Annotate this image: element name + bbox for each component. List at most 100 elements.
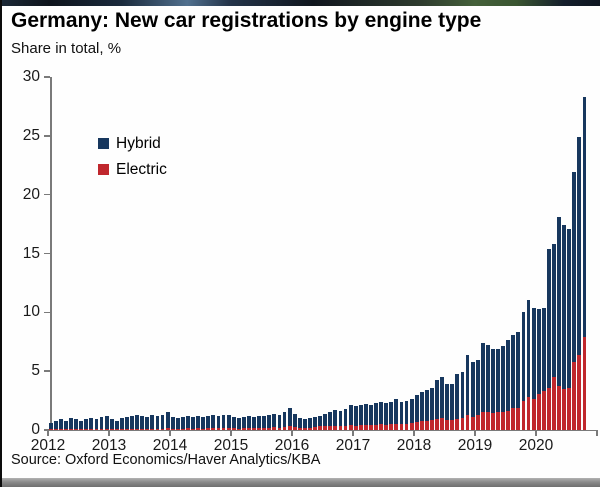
bar-electric-segment	[247, 427, 251, 430]
bar-electric-segment	[333, 425, 338, 430]
bar-hybrid-segment	[186, 415, 190, 429]
bar-hybrid-segment	[211, 414, 216, 429]
bar-hybrid-segment	[409, 399, 414, 423]
x-tick-label: 2019	[457, 437, 493, 454]
bar-electric-segment	[84, 429, 89, 430]
bar-hybrid-segment	[323, 413, 328, 427]
bar-hybrid-segment	[501, 346, 506, 412]
bar-hybrid-segment	[567, 228, 572, 388]
bar-hybrid-segment	[491, 348, 495, 413]
bar-electric-segment	[196, 428, 201, 430]
legend-label: Electric	[116, 160, 167, 178]
bar-electric-segment	[236, 428, 241, 430]
y-tick-label: 5	[31, 362, 40, 380]
bar-hybrid-segment	[201, 417, 206, 429]
bar-electric-segment	[216, 428, 221, 430]
bar-hybrid-segment	[455, 373, 460, 419]
bar-hybrid-segment	[104, 415, 109, 430]
bar-hybrid-segment	[160, 414, 165, 429]
y-tick-label: 30	[22, 68, 40, 85]
bar-electric-segment	[328, 426, 333, 430]
bar-electric-segment	[546, 387, 551, 430]
bar-electric-segment	[440, 418, 445, 430]
bar-electric-segment	[450, 420, 455, 430]
bar-hybrid-segment	[521, 311, 526, 401]
bar-electric-segment	[516, 407, 521, 430]
bar-hybrid-segment	[414, 394, 419, 422]
bar-electric-segment	[323, 426, 328, 430]
bar-hybrid-segment	[170, 417, 175, 429]
bar-electric-segment	[109, 429, 114, 430]
bar-hybrid-segment	[99, 417, 104, 430]
bar-electric-segment	[445, 420, 450, 430]
bar-electric-segment	[221, 428, 226, 430]
chart-subtitle: Share in total, %	[11, 40, 122, 57]
bar-electric-segment	[557, 386, 561, 430]
bar-hybrid-segment	[496, 348, 500, 413]
bar-hybrid-segment	[384, 402, 389, 425]
bar-hybrid-segment	[363, 404, 368, 426]
bar-hybrid-segment	[465, 354, 470, 415]
bar-hybrid-segment	[328, 412, 333, 427]
bar-hybrid-segment	[338, 411, 343, 427]
y-tick	[44, 76, 50, 78]
bar-hybrid-segment	[470, 361, 475, 418]
bar-electric-segment	[211, 428, 216, 430]
bar-hybrid-segment	[582, 97, 587, 338]
y-tick	[44, 252, 50, 255]
bar-hybrid-segment	[69, 418, 73, 430]
bar-hybrid-segment	[267, 414, 272, 428]
source-note: Source: Oxford Economics/Haver Analytics…	[11, 452, 321, 468]
bar-electric-segment	[384, 424, 389, 430]
bar-hybrid-segment	[526, 299, 531, 398]
electric-swatch-icon	[98, 164, 109, 175]
bar-hybrid-segment	[53, 420, 58, 430]
bar-hybrid-segment	[252, 417, 256, 429]
y-axis-line	[50, 77, 52, 431]
x-tick	[352, 430, 354, 436]
bar-hybrid-segment	[424, 390, 429, 421]
bar-electric-segment	[94, 429, 99, 430]
bar-electric-segment	[262, 427, 267, 430]
bar-electric-segment	[180, 428, 185, 430]
bar-electric-segment	[562, 388, 567, 430]
y-tick-label: 20	[22, 185, 40, 203]
bar-hybrid-segment	[272, 413, 277, 428]
bar-hybrid-segment	[287, 407, 292, 427]
bar-electric-segment	[267, 427, 272, 430]
bar-hybrid-segment	[125, 417, 129, 429]
bar-electric-segment	[379, 424, 384, 430]
bar-electric-segment	[145, 428, 150, 430]
x-tick-label: 2018	[396, 437, 432, 454]
y-tick	[44, 370, 50, 372]
bar-electric-segment	[414, 421, 419, 430]
bar-electric-segment	[394, 423, 399, 430]
bar-electric-segment	[308, 427, 312, 430]
bar-hybrid-segment	[262, 415, 267, 428]
bar-electric-segment	[241, 428, 246, 430]
bar-hybrid-segment	[64, 420, 68, 430]
bar-hybrid-segment	[302, 419, 307, 429]
y-tick	[44, 135, 50, 137]
bar-electric-segment	[231, 428, 236, 430]
bar-electric-segment	[64, 429, 68, 430]
y-tick-label: 25	[22, 126, 40, 144]
x-tick-label: 2013	[91, 437, 127, 454]
bar-hybrid-segment	[236, 418, 241, 429]
y-tick	[44, 429, 50, 431]
bar-hybrid-segment	[84, 419, 89, 430]
bar-hybrid-segment	[557, 217, 561, 387]
bar-hybrid-segment	[109, 419, 114, 430]
x-tick	[230, 430, 232, 436]
x-tick	[474, 430, 476, 436]
bar-hybrid-segment	[89, 418, 94, 430]
bar-electric-segment	[343, 425, 348, 430]
x-tick	[413, 430, 415, 436]
bar-hybrid-segment	[480, 342, 485, 413]
bar-hybrid-segment	[58, 419, 63, 430]
bar-electric-segment	[531, 399, 536, 430]
bar-electric-segment	[318, 426, 323, 430]
bar-electric-segment	[470, 417, 475, 430]
bar-hybrid-segment	[221, 414, 226, 429]
bar-electric-segment	[363, 425, 368, 430]
